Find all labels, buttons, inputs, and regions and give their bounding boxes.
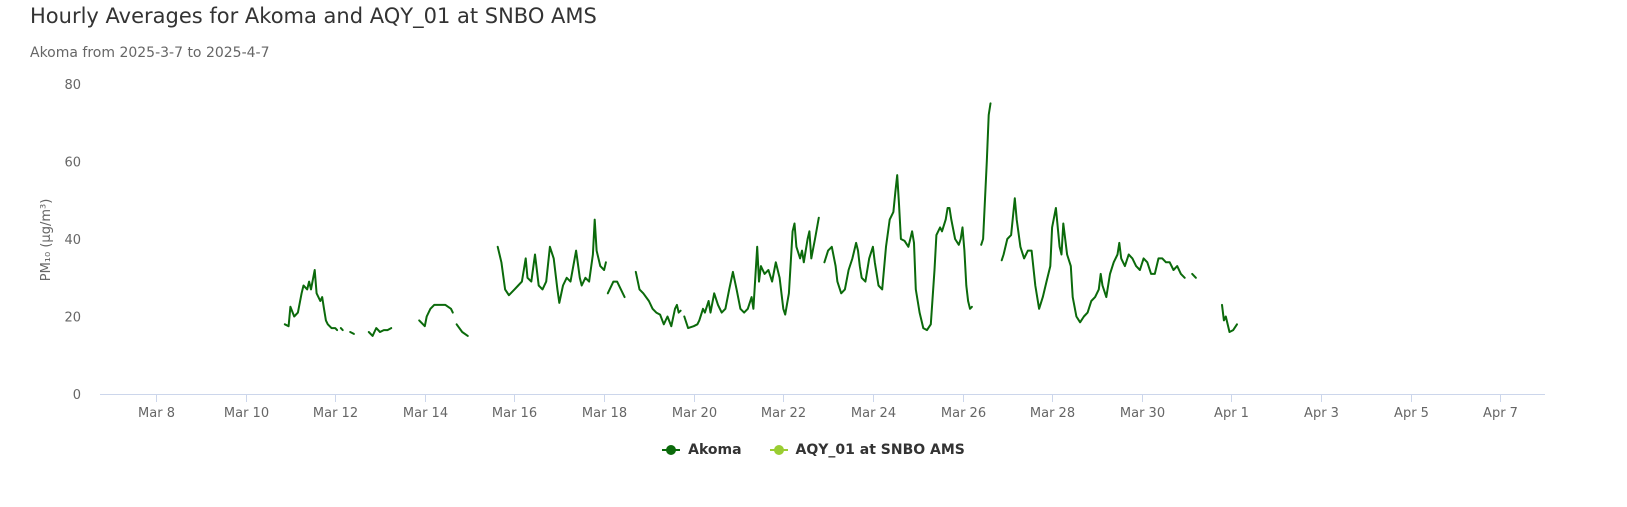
y-axis-ticks: 0 20 40 60 80 [64,78,81,403]
legend-item-akoma[interactable]: Akoma [662,442,742,458]
legend-symbol-akoma [662,444,681,456]
x-tick-label: Apr 3 [1304,406,1339,421]
y-tick-label: 60 [64,156,81,171]
legend-label-aqy01: AQY_01 at SNBO AMS [795,442,965,458]
x-tick-label: Mar 18 [582,406,627,421]
series-line-akoma[interactable] [823,174,973,332]
series-line-akoma[interactable] [349,331,355,335]
series-line-akoma[interactable] [455,323,469,337]
series-line-akoma[interactable] [339,327,344,332]
x-tick-label: Mar 14 [403,406,448,421]
chart-title: Hourly Averages for Akoma and AQY_01 at … [30,4,597,28]
x-tick-label: Mar 20 [672,406,717,421]
y-tick-label: 80 [64,78,81,93]
series-line-akoma[interactable] [283,269,339,332]
series-line-akoma[interactable] [496,218,607,304]
x-tick-label: Mar 12 [313,406,358,421]
x-tick-label: Mar 16 [492,406,537,421]
legend: Akoma AQY_01 at SNBO AMS [0,442,1627,458]
x-tick-label: Mar 8 [138,406,175,421]
x-tick-label: Mar 24 [851,406,896,421]
legend-item-aqy01[interactable]: AQY_01 at SNBO AMS [769,442,965,458]
series-line-akoma[interactable] [367,327,393,337]
series-lines[interactable] [283,102,1238,337]
x-tick-label: Apr 7 [1483,406,1518,421]
y-tick-label: 0 [73,388,81,403]
legend-symbol-aqy01 [769,444,788,456]
series-line-akoma[interactable] [1000,197,1186,324]
series-line-akoma[interactable] [606,280,626,299]
x-tick-label: Apr 1 [1214,406,1249,421]
y-tick-label: 40 [64,233,81,248]
x-tick-label: Apr 5 [1394,406,1429,421]
x-tick-label: Mar 30 [1120,406,1165,421]
series-line-akoma[interactable] [980,102,992,246]
x-tick-label: Mar 10 [224,406,269,421]
series-line-akoma[interactable] [683,216,820,330]
legend-label-akoma: Akoma [688,442,742,458]
x-tick-label: Mar 28 [1030,406,1075,421]
x-tick-label: Mar 26 [941,406,986,421]
chart-subtitle: Akoma from 2025-3-7 to 2025-4-7 [30,45,270,61]
series-line-akoma[interactable] [1221,303,1238,333]
y-axis-label: PM₁₀ (µg/m³) [39,199,54,282]
series-line-akoma[interactable] [1191,272,1197,279]
series-line-akoma[interactable] [634,270,682,328]
x-axis: Mar 8 Mar 10 Mar 12 Mar 14 Mar 16 Mar 18 Mar 2… [100,394,1545,421]
y-tick-label: 20 [64,311,81,326]
x-tick-label: Mar 22 [761,406,806,421]
series-line-akoma[interactable] [418,303,454,328]
